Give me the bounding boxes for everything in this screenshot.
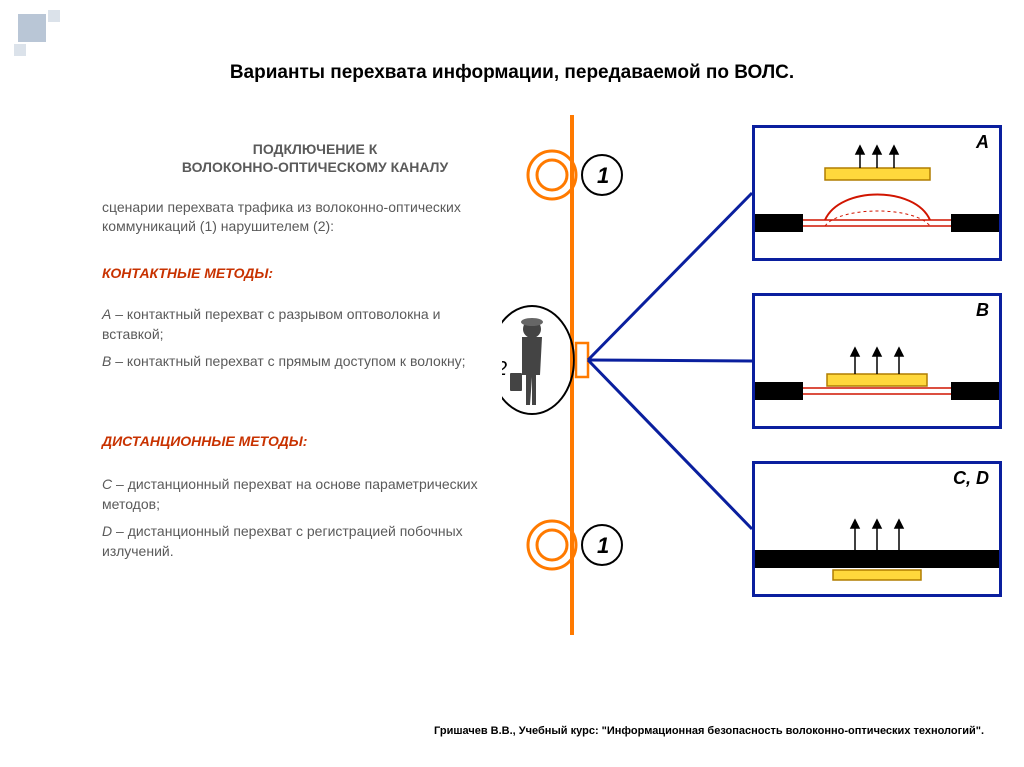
panel-A-label: A bbox=[976, 132, 989, 153]
panel-B-label: B bbox=[976, 300, 989, 321]
coil-top-label: 1 bbox=[597, 163, 609, 188]
intruder: 2 bbox=[502, 306, 588, 414]
item-A-key: A bbox=[102, 306, 111, 322]
subtitle: ПОДКЛЮЧЕНИЕ К ВОЛОКОННО-ОПТИЧЕСКОМУ КАНА… bbox=[145, 140, 485, 176]
scenario-text: сценарии перехвата трафика из волоконно-… bbox=[102, 198, 462, 236]
subtitle-line1: ПОДКЛЮЧЕНИЕ К bbox=[253, 141, 377, 157]
coil-bottom: 1 bbox=[528, 521, 622, 569]
subtitle-line2: ВОЛОКОННО-ОПТИЧЕСКОМУ КАНАЛУ bbox=[182, 159, 448, 175]
contact-items: A – контактный перехват с разрывом оптов… bbox=[102, 305, 482, 380]
item-B-key: B bbox=[102, 353, 111, 369]
page-title: Варианты перехвата информации, передавае… bbox=[0, 62, 1024, 84]
tap-device bbox=[576, 343, 588, 377]
diagram: 1 1 2 A bbox=[502, 115, 1012, 635]
item-C-key: C bbox=[102, 476, 112, 492]
section-remote-methods: ДИСТАНЦИОННЫЕ МЕТОДЫ: bbox=[102, 433, 307, 449]
panel-B-svg bbox=[755, 296, 999, 426]
conn-line-A bbox=[588, 193, 752, 360]
panel-A: A bbox=[752, 125, 1002, 261]
item-A-text: – контактный перехват с разрывом оптовол… bbox=[102, 306, 440, 342]
remote-items: C – дистанционный перехват на основе пар… bbox=[102, 475, 482, 569]
footer-citation: Гришачев В.В., Учебный курс: "Информацио… bbox=[0, 725, 984, 737]
item-D-text: – дистанционный перехват с регистрацией … bbox=[102, 523, 463, 559]
item-D-key: D bbox=[102, 523, 112, 539]
panel-CD: C, D bbox=[752, 461, 1002, 597]
conn-line-CD bbox=[588, 360, 752, 529]
item-C-text: – дистанционный перехват на основе парам… bbox=[102, 476, 478, 512]
panel-A-svg bbox=[755, 128, 999, 258]
panel-CD-label: C, D bbox=[953, 468, 989, 489]
item-B-text: – контактный перехват с прямым доступом … bbox=[111, 353, 465, 369]
coil-top: 1 bbox=[528, 151, 622, 199]
coil-bottom-label: 1 bbox=[597, 533, 609, 558]
section-contact-methods: КОНТАКТНЫЕ МЕТОДЫ: bbox=[102, 265, 273, 281]
intruder-label: 2 bbox=[502, 358, 507, 380]
panel-B: B bbox=[752, 293, 1002, 429]
conn-line-B bbox=[588, 360, 752, 361]
